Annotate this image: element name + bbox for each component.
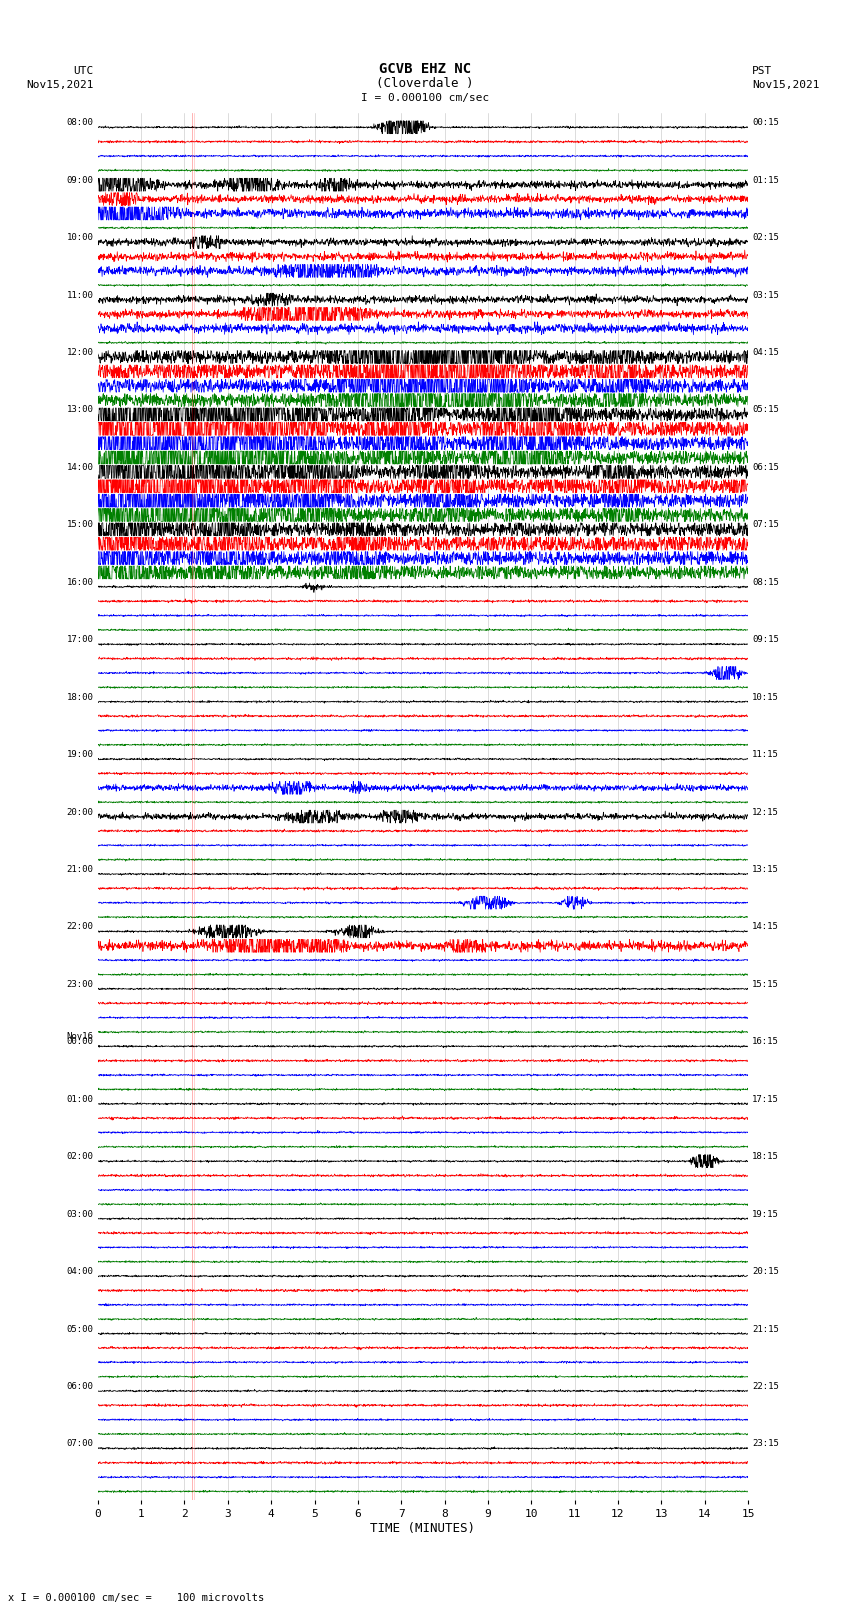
Text: 10:15: 10:15 bbox=[752, 692, 779, 702]
Text: 08:15: 08:15 bbox=[752, 577, 779, 587]
Text: 05:00: 05:00 bbox=[66, 1324, 94, 1334]
Text: 22:15: 22:15 bbox=[752, 1382, 779, 1390]
Text: 01:15: 01:15 bbox=[752, 176, 779, 185]
Text: 15:15: 15:15 bbox=[752, 979, 779, 989]
Text: 04:00: 04:00 bbox=[66, 1268, 94, 1276]
Text: 12:00: 12:00 bbox=[66, 348, 94, 356]
Text: 19:15: 19:15 bbox=[752, 1210, 779, 1219]
Text: 06:15: 06:15 bbox=[752, 463, 779, 473]
Text: Nov15,2021: Nov15,2021 bbox=[26, 81, 94, 90]
Text: 10:00: 10:00 bbox=[66, 234, 94, 242]
Text: 11:15: 11:15 bbox=[752, 750, 779, 760]
Text: 18:15: 18:15 bbox=[752, 1152, 779, 1161]
Text: 21:00: 21:00 bbox=[66, 865, 94, 874]
Text: I = 0.000100 cm/sec: I = 0.000100 cm/sec bbox=[361, 94, 489, 103]
Text: 06:00: 06:00 bbox=[66, 1382, 94, 1390]
Text: 12:15: 12:15 bbox=[752, 808, 779, 816]
Text: 09:00: 09:00 bbox=[66, 176, 94, 185]
X-axis label: TIME (MINUTES): TIME (MINUTES) bbox=[371, 1523, 475, 1536]
Text: 03:15: 03:15 bbox=[752, 290, 779, 300]
Text: UTC: UTC bbox=[73, 66, 94, 76]
Text: 15:00: 15:00 bbox=[66, 521, 94, 529]
Text: 23:00: 23:00 bbox=[66, 979, 94, 989]
Text: 07:00: 07:00 bbox=[66, 1439, 94, 1448]
Text: 11:00: 11:00 bbox=[66, 290, 94, 300]
Text: (Cloverdale ): (Cloverdale ) bbox=[377, 77, 473, 90]
Text: 16:15: 16:15 bbox=[752, 1037, 779, 1047]
Text: 09:15: 09:15 bbox=[752, 636, 779, 644]
Text: 19:00: 19:00 bbox=[66, 750, 94, 760]
Text: 16:00: 16:00 bbox=[66, 577, 94, 587]
Text: 00:00: 00:00 bbox=[66, 1037, 94, 1047]
Text: 17:15: 17:15 bbox=[752, 1095, 779, 1103]
Text: PST: PST bbox=[752, 66, 773, 76]
Text: 14:00: 14:00 bbox=[66, 463, 94, 473]
Text: GCVB EHZ NC: GCVB EHZ NC bbox=[379, 61, 471, 76]
Text: 03:00: 03:00 bbox=[66, 1210, 94, 1219]
Text: 07:15: 07:15 bbox=[752, 521, 779, 529]
Text: 02:15: 02:15 bbox=[752, 234, 779, 242]
Text: 17:00: 17:00 bbox=[66, 636, 94, 644]
Text: 01:00: 01:00 bbox=[66, 1095, 94, 1103]
Text: 13:15: 13:15 bbox=[752, 865, 779, 874]
Text: 22:00: 22:00 bbox=[66, 923, 94, 931]
Text: x I = 0.000100 cm/sec =    100 microvolts: x I = 0.000100 cm/sec = 100 microvolts bbox=[8, 1594, 264, 1603]
Text: 21:15: 21:15 bbox=[752, 1324, 779, 1334]
Text: 14:15: 14:15 bbox=[752, 923, 779, 931]
Text: 20:00: 20:00 bbox=[66, 808, 94, 816]
Text: Nov16: Nov16 bbox=[66, 1032, 94, 1042]
Text: 00:15: 00:15 bbox=[752, 118, 779, 127]
Text: 13:00: 13:00 bbox=[66, 405, 94, 415]
Text: 05:15: 05:15 bbox=[752, 405, 779, 415]
Text: 20:15: 20:15 bbox=[752, 1268, 779, 1276]
Text: Nov15,2021: Nov15,2021 bbox=[752, 81, 819, 90]
Text: 04:15: 04:15 bbox=[752, 348, 779, 356]
Text: 02:00: 02:00 bbox=[66, 1152, 94, 1161]
Text: 08:00: 08:00 bbox=[66, 118, 94, 127]
Text: 18:00: 18:00 bbox=[66, 692, 94, 702]
Text: 23:15: 23:15 bbox=[752, 1439, 779, 1448]
